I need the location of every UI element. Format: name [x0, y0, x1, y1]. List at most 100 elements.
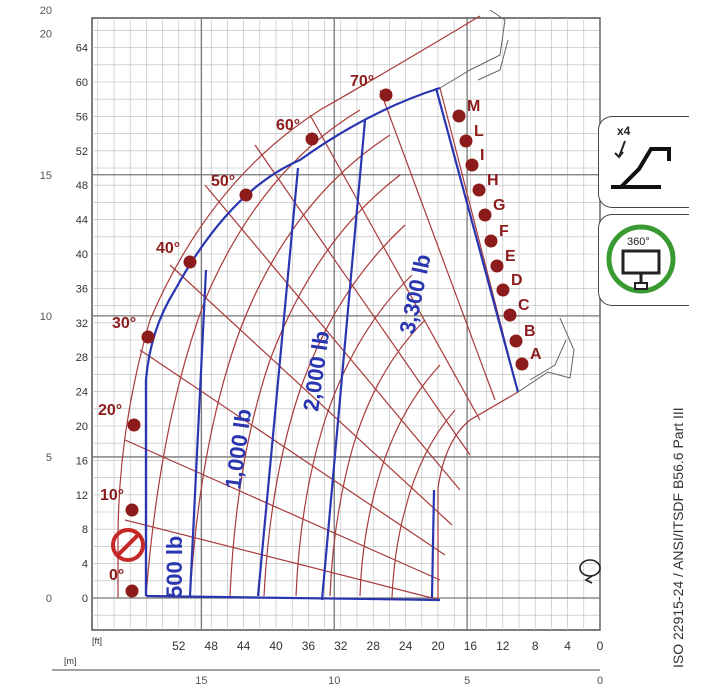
y-ft-tick: 24 [76, 387, 88, 399]
extension-dot [472, 183, 486, 197]
rotation-label: 360° [627, 236, 650, 248]
zone-outer-boundary [117, 15, 481, 598]
y-ft-tick: 52 [76, 146, 88, 158]
y-ft-tick: 36 [76, 283, 88, 295]
load-line-1000 [188, 269, 208, 597]
x-ft-tick: 12 [496, 639, 510, 653]
extension-dot [496, 283, 510, 297]
y-m-tick: 20 [40, 5, 52, 17]
angle-markers: 0° 10° 20° 30° 40° 50° 60° 70° [98, 73, 393, 598]
x-ft-tick: 20 [431, 639, 445, 653]
angle-label: 60° [276, 117, 300, 134]
360-icon: 360° [606, 224, 676, 294]
extension-dot [478, 208, 492, 222]
load-label-2000: 2,000 lb [298, 329, 334, 412]
angle-label: 30° [112, 315, 136, 332]
extension-label: B [524, 323, 536, 340]
angle-label: 10° [100, 487, 124, 504]
y-ft-tick: 60 [76, 77, 88, 89]
prohibited-icon [111, 528, 145, 562]
extension-label: H [487, 172, 499, 189]
y-ft-tick: 40 [76, 249, 88, 261]
y-ft-tick: 32 [76, 318, 88, 330]
load-line-2000 [256, 167, 300, 597]
y-ft-tick: 20 [76, 421, 88, 433]
angle-dot [305, 132, 319, 146]
extension-dot [459, 134, 473, 148]
x-ft-tick: 44 [237, 639, 251, 653]
extension-label: A [530, 346, 542, 363]
extension-label: L [474, 123, 484, 140]
angle-label: 40° [156, 240, 180, 257]
y-ft-tick: 8 [82, 524, 88, 536]
y-ft-tick: 64 [76, 43, 88, 55]
extension-label: G [493, 197, 505, 214]
extension-dot [465, 158, 479, 172]
x-m-tick: 0 [597, 675, 603, 687]
load-line-3300 [320, 119, 367, 601]
extension-label: I [480, 147, 484, 164]
chart-grid [91, 17, 601, 631]
extension-dot [515, 357, 529, 371]
angle-label: 0° [109, 567, 124, 584]
angle-label: 20° [98, 402, 122, 419]
x-m-tick: 15 [195, 675, 207, 687]
load-label-500: 500 lb [162, 536, 187, 598]
x-ft-tick: 32 [334, 639, 348, 653]
x-ft-tick: 40 [269, 639, 283, 653]
angle-dot [183, 255, 197, 269]
extension-label: D [511, 272, 523, 289]
y-m-tick: 15 [40, 170, 52, 182]
angle-dot [379, 88, 393, 102]
ft-unit-label: [ft] [92, 636, 102, 646]
extension-dot [503, 308, 517, 322]
extension-label: E [505, 248, 516, 265]
x-m-tick: 10 [328, 675, 340, 687]
extension-label: M [467, 98, 480, 115]
x-ft-tick: 4 [564, 639, 571, 653]
rotation-360-badge: 360° [598, 214, 689, 306]
y-ft-tick: 28 [76, 352, 88, 364]
angle-dot [141, 330, 155, 344]
y-ft-tick: 4 [82, 559, 88, 571]
extension-dot [509, 334, 523, 348]
x-ft-tick: 16 [464, 639, 478, 653]
x-ft-tick: 52 [172, 639, 186, 653]
x-ft-tick: 28 [367, 639, 381, 653]
y-ft-tick: 16 [76, 455, 88, 467]
extension-label: F [499, 223, 509, 240]
outrigger-count: x4 [617, 124, 631, 138]
boom-head-sketch [439, 9, 575, 393]
angle-label: 50° [211, 173, 235, 190]
rotation-icon [579, 559, 601, 584]
standard-label: ISO 22915-24 / ANSI/ITSDF B56.6 Part III [670, 407, 686, 668]
extension-dot [490, 259, 504, 273]
m-unit-label: [m] [64, 656, 77, 666]
x-ft-tick: 36 [302, 639, 316, 653]
angle-dot [125, 503, 139, 517]
x-ft-tick: 0 [597, 639, 604, 653]
angle-dot [125, 584, 139, 598]
load-line-boom [434, 87, 520, 393]
axis-ticks: 0481216202428323640444852566064051015202… [40, 5, 604, 687]
x-ft-tick: 8 [532, 639, 539, 653]
load-line-inner [430, 489, 436, 599]
x-ft-tick: 24 [399, 639, 413, 653]
y-ft-tick: 56 [76, 111, 88, 123]
extension-dot [452, 109, 466, 123]
angle-dot [239, 188, 253, 202]
x-m-tick: 5 [464, 675, 470, 687]
load-label-1000: 1,000 lb [220, 407, 256, 490]
load-label-3300: 3,300 lb [394, 252, 435, 336]
extension-dot [484, 234, 498, 248]
angle-dot [127, 418, 141, 432]
extension-label: C [518, 297, 530, 314]
working-zone [117, 15, 519, 601]
x-ft-tick: 48 [205, 639, 219, 653]
outrigger-icon: x4 [611, 124, 671, 189]
y-m-tick: 20 [40, 29, 52, 41]
outrigger-badge: x4 [598, 116, 689, 208]
